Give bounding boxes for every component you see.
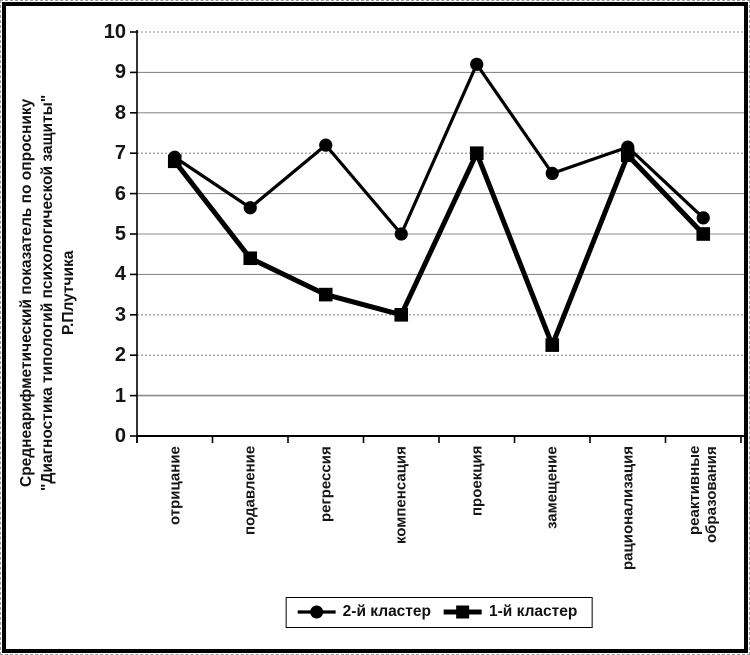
legend-marker-square-icon	[444, 605, 482, 619]
data-point-marker	[243, 251, 258, 266]
x-axis-label: реактивные образования	[686, 446, 721, 543]
x-axis-label: рационализация	[619, 446, 637, 571]
data-point-marker	[318, 287, 333, 302]
series-line-1-й кластер	[172, 150, 706, 348]
x-axis-label: подавление	[241, 446, 259, 536]
y-tick-label: 8	[114, 101, 126, 124]
y-tick-label: 7	[114, 142, 126, 165]
legend: 2-й кластер 1-й кластер	[285, 597, 593, 628]
data-point-marker	[394, 308, 409, 322]
data-point-marker	[168, 150, 182, 164]
y-tick-label: 1	[114, 384, 126, 407]
data-point-marker	[319, 138, 333, 152]
data-point-marker	[394, 227, 408, 241]
legend-label-cluster-2: 2-й кластер	[342, 603, 431, 620]
x-axis-label: компенсация	[392, 446, 410, 544]
legend-item-cluster-2: 2-й кластер	[297, 603, 431, 621]
x-axis-label: проекция	[468, 446, 486, 517]
y-tick-label: 2	[114, 344, 126, 367]
legend-marker-circle-icon	[297, 605, 336, 619]
data-point-marker	[696, 227, 711, 241]
data-point-marker	[469, 146, 484, 160]
y-axis-title-line-2: "Диагностика типологий психологической з…	[39, 94, 56, 491]
data-point-marker	[243, 201, 257, 215]
y-tick-label: 4	[114, 263, 126, 286]
plot-area	[130, 30, 744, 443]
legend-label-cluster-1: 1-й кластер	[489, 603, 578, 620]
data-point-marker	[545, 338, 560, 352]
data-point-marker	[470, 57, 484, 71]
series-line-2-й кластер	[173, 62, 705, 236]
y-axis-title-line-1: Среднеарифметический показатель по опрос…	[18, 98, 35, 487]
y-tick-label: 5	[114, 223, 126, 245]
y-tick-label: 0	[114, 425, 126, 447]
legend-item-cluster-1: 1-й кластер	[443, 603, 577, 621]
x-axis-label: замещение	[543, 446, 561, 529]
x-axis-label: регрессия	[317, 446, 335, 522]
y-tick-label: 9	[114, 61, 126, 84]
y-tick-label: 6	[114, 182, 126, 205]
data-point-marker	[696, 211, 710, 225]
data-point-marker	[545, 166, 559, 180]
y-tick-label: 3	[114, 303, 126, 326]
data-point-marker	[621, 140, 635, 154]
y-tick-label: 10	[103, 21, 126, 43]
x-axis-label: отрицание	[166, 446, 184, 525]
